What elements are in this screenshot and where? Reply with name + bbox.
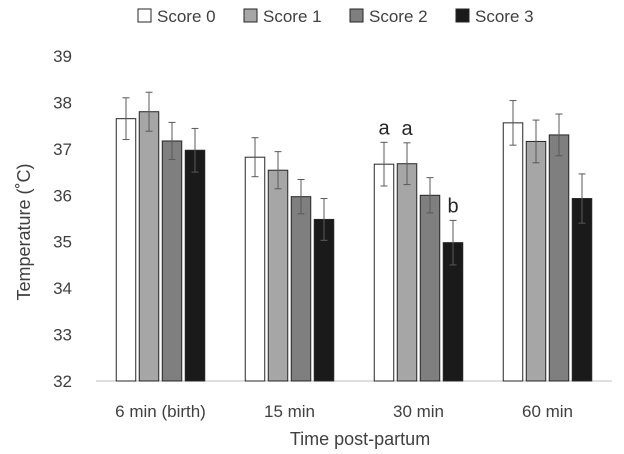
error-bar-score-3-60-min: [578, 173, 586, 224]
bar-score-2-60-min: [548, 134, 570, 382]
bar-score-0-30-min: [373, 163, 395, 382]
bar-score-2-30-min: [419, 194, 441, 382]
annotation-b: b: [447, 195, 458, 217]
bar-score-3-15-min: [313, 218, 335, 382]
bar-score-0-6-min-birth: [115, 118, 137, 382]
legend-item-score-2: Score 2: [349, 7, 428, 26]
error-bar-score-2-6-min-birth: [168, 121, 176, 161]
error-bar-score-1-6-min-birth: [145, 91, 153, 132]
legend-swatch: [137, 8, 152, 23]
x-tick-label: 30 min: [393, 402, 444, 421]
legend-label: Score 0: [157, 7, 216, 26]
annotation-a: a: [378, 117, 390, 139]
legend-swatch: [455, 8, 470, 23]
x-tick-label: 15 min: [264, 402, 315, 421]
y-tick-label: 34: [53, 279, 72, 298]
legend: Score 0 Score 1 Score 2 Score 3: [137, 7, 534, 26]
x-tick-label: 6 min (birth): [115, 402, 206, 421]
y-tick-label: 39: [53, 47, 72, 66]
y-tick-label: 37: [53, 140, 72, 159]
y-tick-label: 36: [53, 186, 72, 205]
legend-label: Score 1: [263, 7, 322, 26]
error-bar-score-2-60-min: [555, 113, 563, 157]
bar-score-1-6-min-birth: [138, 111, 160, 382]
bar-score-2-6-min-birth: [161, 140, 183, 382]
legend-swatch: [349, 8, 364, 23]
error-bar-score-3-30-min: [449, 219, 457, 266]
x-tick-label: 60 min: [522, 402, 573, 421]
legend-item-score-0: Score 0: [137, 7, 216, 26]
bar-score-0-60-min: [502, 122, 524, 382]
y-axis-ticks: 32 33 34 35 36 37 38 39: [53, 47, 72, 391]
error-bar-score-3-6-min-birth: [191, 127, 199, 173]
legend-item-score-3: Score 3: [455, 7, 534, 26]
legend-item-score-1: Score 1: [243, 7, 322, 26]
legend-label: Score 2: [369, 7, 428, 26]
bar-score-3-6-min-birth: [184, 149, 206, 382]
bar-score-1-30-min: [396, 163, 418, 382]
error-bar-score-2-30-min: [426, 177, 434, 214]
annotations: a a b: [378, 117, 458, 217]
legend-swatch: [243, 8, 258, 23]
y-tick-label: 38: [53, 93, 72, 112]
bar-score-1-60-min: [525, 140, 547, 382]
y-tick-label: 32: [53, 372, 72, 391]
y-axis-label: Temperature (˚C): [14, 163, 34, 300]
y-tick-label: 35: [53, 233, 72, 252]
annotation-a: a: [401, 118, 413, 140]
bar-score-1-15-min: [267, 169, 289, 382]
error-bar-score-0-60-min: [509, 100, 517, 146]
legend-label: Score 3: [475, 7, 534, 26]
error-bar-score-0-15-min: [251, 137, 259, 178]
bar-score-3-60-min: [571, 198, 593, 382]
error-bar-score-2-15-min: [297, 179, 305, 215]
error-bar-score-0-6-min-birth: [122, 97, 130, 141]
error-bar-score-1-60-min: [532, 119, 540, 164]
bar-score-2-15-min: [290, 196, 312, 382]
bars: [115, 111, 593, 382]
error-bars: [122, 91, 586, 266]
y-tick-label: 33: [53, 326, 72, 345]
error-bar-score-1-15-min: [274, 151, 282, 190]
x-axis-label: Time post-partum: [290, 429, 430, 449]
error-bar-score-1-30-min: [403, 142, 411, 186]
bar-score-0-15-min: [244, 156, 266, 382]
x-axis-ticks: 6 min (birth) 15 min 30 min 60 min: [115, 402, 573, 421]
error-bar-score-0-30-min: [380, 141, 388, 187]
error-bar-score-3-15-min: [320, 198, 328, 241]
